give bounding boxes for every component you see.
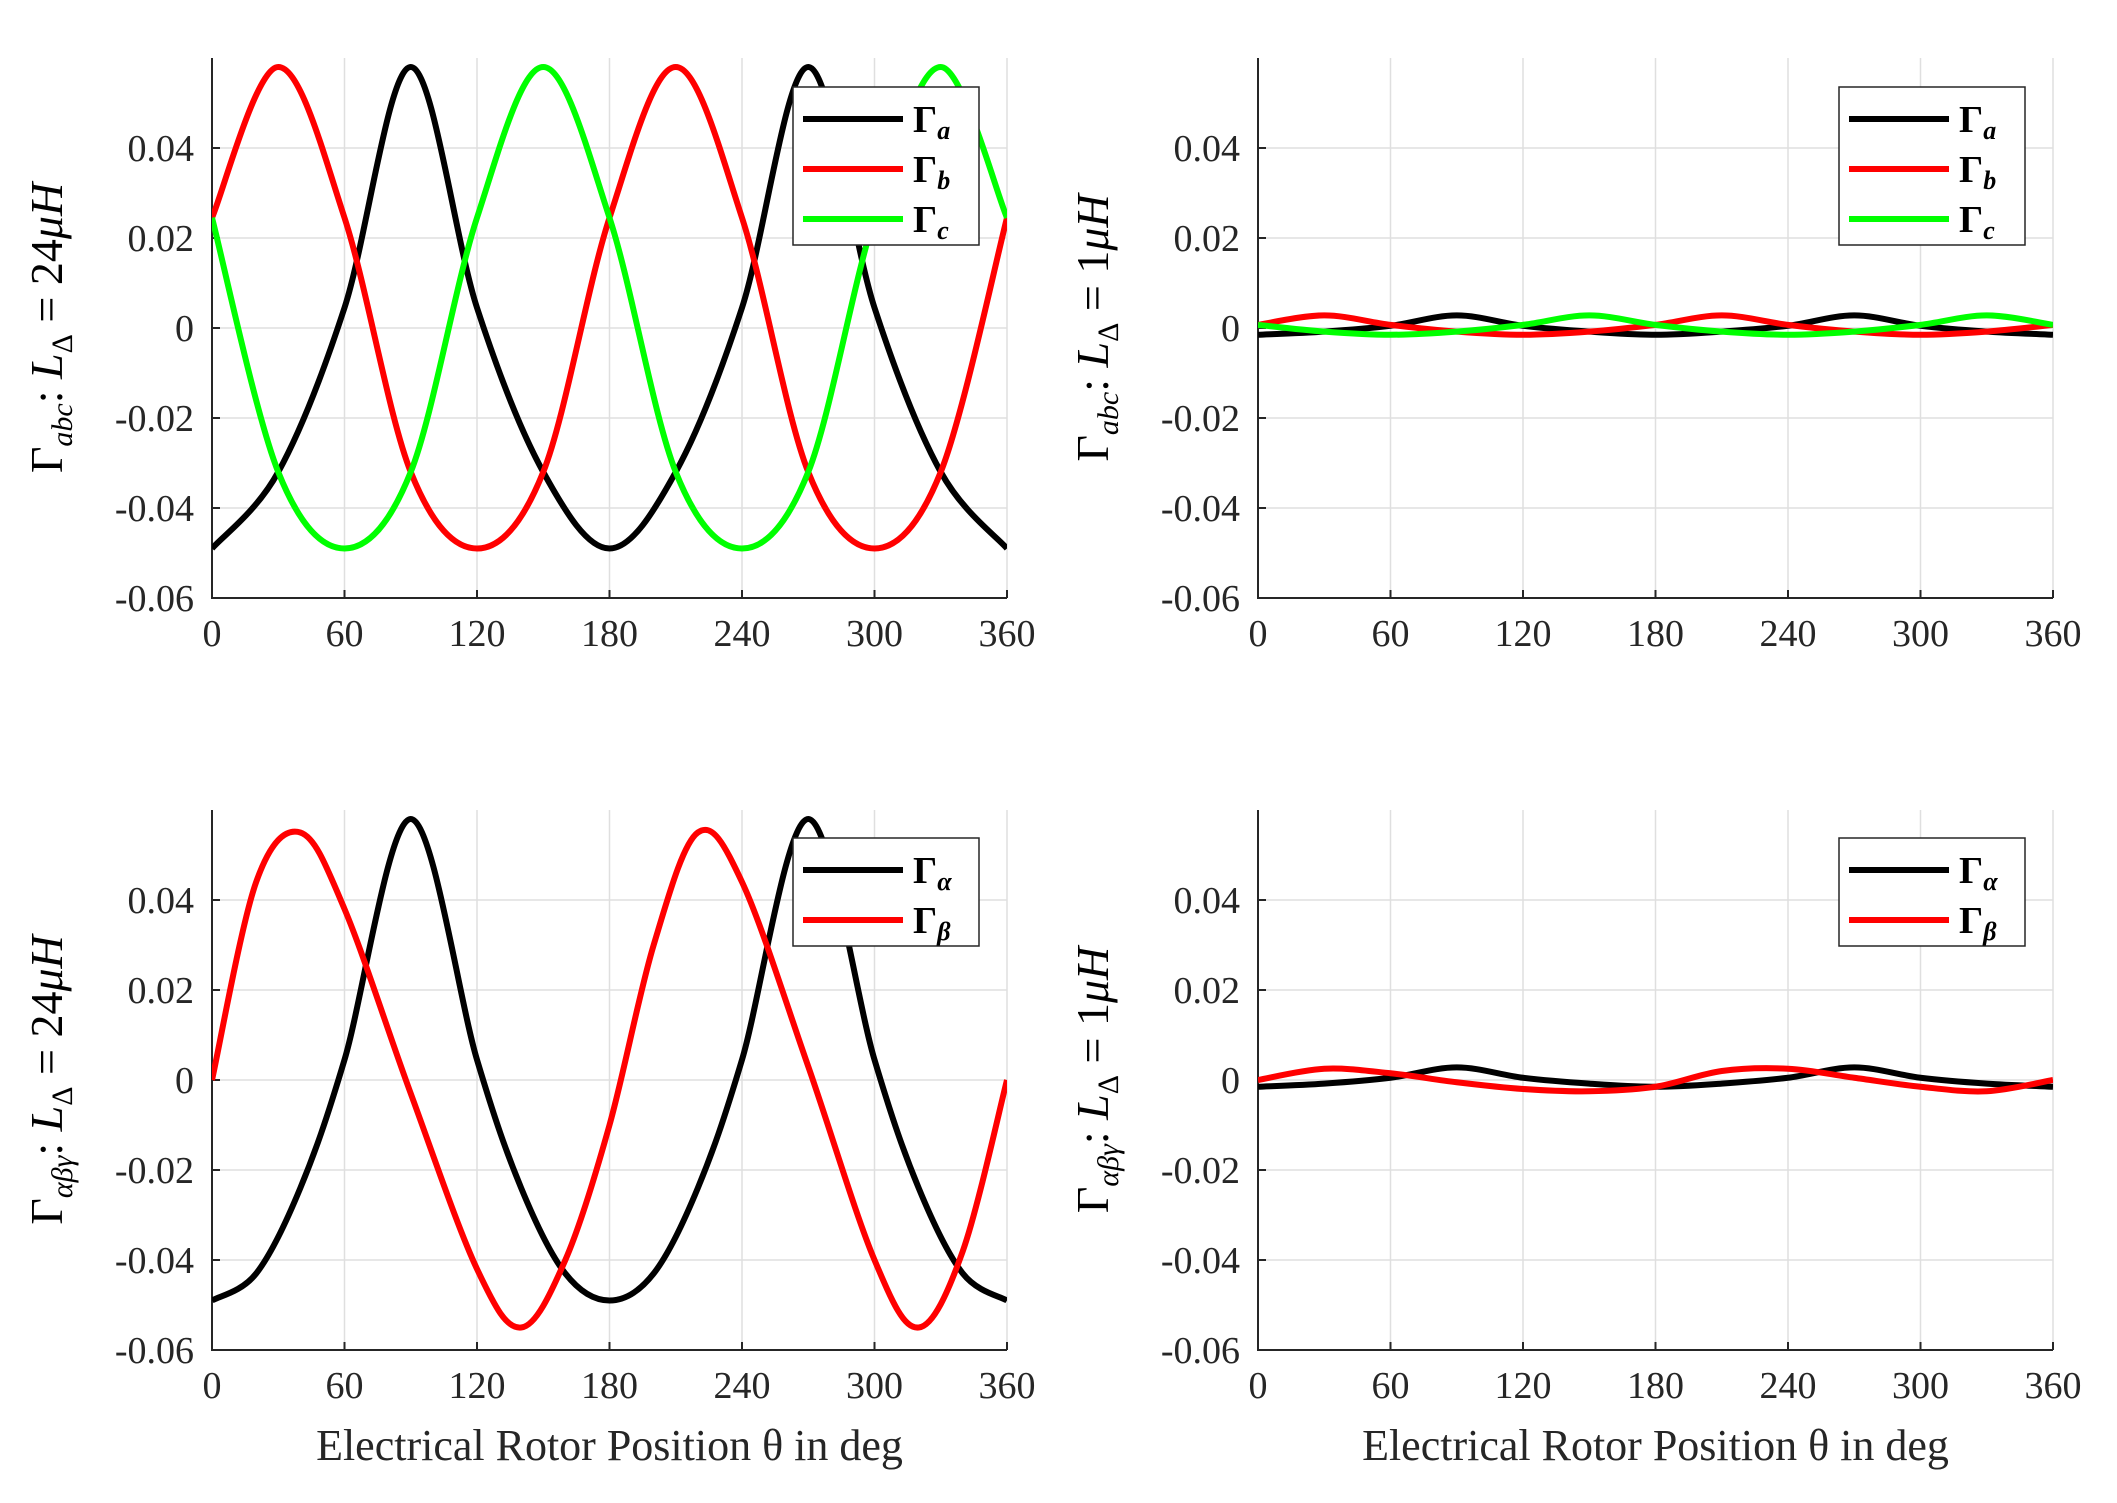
x-tick-label: 120 — [1495, 613, 1552, 655]
y-tick-label: 0.02 — [128, 218, 195, 260]
x-tick-label: 60 — [1372, 613, 1410, 655]
y-tick-label: -0.04 — [115, 1240, 194, 1282]
y-tick-label: -0.02 — [115, 1150, 194, 1192]
y-tick-label: 0.04 — [1174, 880, 1241, 922]
x-tick-label: 300 — [846, 1365, 903, 1407]
y-tick-label: -0.06 — [115, 1330, 194, 1372]
y-tick-label: 0.04 — [128, 880, 195, 922]
y-axis-label: Γαβγ: LΔ = 24μH — [21, 932, 79, 1224]
x-tick-label: 0 — [1249, 613, 1268, 655]
y-tick-label: -0.06 — [1161, 1330, 1240, 1372]
legend-label: Γb — [913, 149, 950, 195]
x-tick-label: 360 — [2025, 613, 2082, 655]
legend-box — [792, 837, 980, 947]
x-tick-label: 360 — [979, 613, 1036, 655]
x-tick-label: 180 — [1627, 1365, 1684, 1407]
x-tick-label: 240 — [1760, 1365, 1817, 1407]
x-tick-label: 300 — [846, 613, 903, 655]
x-tick-label: 60 — [326, 1365, 364, 1407]
x-tick-label: 180 — [1627, 613, 1684, 655]
plot-p3: 0 60 120 180 240 300 360 -0.06 -0.04 -0.02 0 0.02 0.… — [21, 810, 1036, 1470]
x-tick-label: 120 — [1495, 1365, 1552, 1407]
y-tick-label: 0 — [1221, 308, 1240, 350]
x-axis-label: Electrical Rotor Position θ in deg — [316, 1421, 903, 1470]
y-axis-label: Γαβγ: LΔ = 1μH — [1067, 944, 1125, 1213]
y-tick-label: 0.04 — [128, 128, 195, 170]
x-tick-label: 240 — [714, 613, 771, 655]
plot-p1: 0 60 120 180 240 300 360 -0.06 -0.04 -0.02 0 0.02 0.… — [21, 58, 1036, 655]
x-tick-label: 60 — [326, 613, 364, 655]
x-tick-label: 0 — [1249, 1365, 1268, 1407]
y-tick-label: -0.02 — [1161, 398, 1240, 440]
x-tick-label: 180 — [581, 1365, 638, 1407]
y-tick-label: -0.04 — [115, 488, 194, 530]
y-tick-label: 0 — [175, 1060, 194, 1102]
x-tick-label: 0 — [203, 613, 222, 655]
series-line-c — [1258, 312, 2053, 338]
x-tick-label: 120 — [449, 1365, 506, 1407]
x-tick-label: 360 — [979, 1365, 1036, 1407]
y-tick-label: -0.06 — [115, 578, 194, 620]
x-tick-label: 360 — [2025, 1365, 2082, 1407]
x-tick-label: 180 — [581, 613, 638, 655]
y-tick-label: -0.02 — [115, 398, 194, 440]
x-axis-label: Electrical Rotor Position θ in deg — [1362, 1421, 1949, 1470]
series-line-β — [212, 826, 1007, 1331]
legend-label: Γa — [1959, 99, 1996, 145]
x-tick-label: 120 — [449, 613, 506, 655]
y-tick-label: -0.06 — [1161, 578, 1240, 620]
y-tick-label: 0.02 — [1174, 218, 1241, 260]
x-tick-label: 240 — [1760, 613, 1817, 655]
series-line-β — [1258, 1065, 2053, 1095]
legend-label: Γβ — [913, 900, 951, 946]
y-tick-label: 0.02 — [1174, 970, 1241, 1012]
plot-p2: 0 60 120 180 240 300 360 -0.06 -0.04 -0.02 0 0.02 0.… — [1067, 58, 2082, 655]
legend-label: Γc — [1959, 199, 1995, 245]
y-tick-label: 0 — [1221, 1060, 1240, 1102]
legend-label: Γb — [1959, 149, 1996, 195]
series-line-α — [212, 816, 1007, 1304]
y-axis-label: Γabc: LΔ = 24μH — [21, 180, 79, 473]
y-tick-label: 0.02 — [128, 970, 195, 1012]
legend-label: Γc — [913, 199, 949, 245]
legend-label: Γβ — [1959, 900, 1997, 946]
y-axis-label: Γabc: LΔ = 1μH — [1067, 192, 1125, 462]
legend-label: Γα — [1959, 850, 1998, 896]
x-tick-label: 60 — [1372, 1365, 1410, 1407]
y-tick-label: -0.02 — [1161, 1150, 1240, 1192]
x-tick-label: 300 — [1892, 613, 1949, 655]
y-tick-label: 0 — [175, 308, 194, 350]
x-tick-label: 300 — [1892, 1365, 1949, 1407]
y-tick-label: -0.04 — [1161, 488, 1240, 530]
legend-box — [1838, 837, 2026, 947]
legend-label: Γa — [913, 99, 950, 145]
x-tick-label: 0 — [203, 1365, 222, 1407]
y-tick-label: 0.04 — [1174, 128, 1241, 170]
series-line-a — [212, 64, 1007, 552]
y-tick-label: -0.04 — [1161, 1240, 1240, 1282]
x-tick-label: 240 — [714, 1365, 771, 1407]
legend-label: Γα — [913, 850, 952, 896]
plot-p4: 0 60 120 180 240 300 360 -0.06 -0.04 -0.02 0 0.02 0.… — [1067, 810, 2082, 1470]
